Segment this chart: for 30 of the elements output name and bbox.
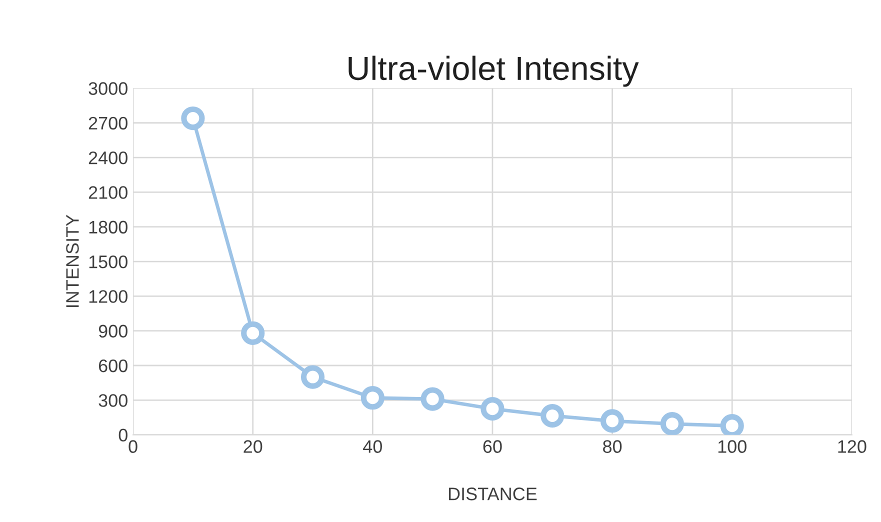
y-tick-label: 2400 [88,151,128,164]
x-tick-label: 80 [603,440,622,453]
point [480,397,504,421]
y-tick-label: 1500 [89,255,128,268]
point [360,386,384,410]
y-tick-label: 1800 [89,220,128,234]
y-tick-label: 300 [98,394,128,407]
x-tick-label: 40 [363,440,382,453]
point [181,106,205,130]
x-tick-label: 20 [244,440,262,453]
y-tick-label: 1200 [89,290,128,303]
x-axis-title: DISTANCE [448,488,537,500]
chart-title: Ultra-violet Intensity [348,56,639,87]
point [420,387,444,411]
y-tick-label: 0 [118,428,128,442]
y-axis-title: INTENSITY [66,214,79,308]
point [300,365,325,389]
y-tick-label: 2700 [88,116,128,130]
y-tick-label: 900 [98,324,128,338]
y-tick-label: 2100 [88,186,128,199]
y-tick-label: 3000 [88,82,128,95]
point [540,404,564,428]
x-tick-label: 100 [718,440,746,453]
point [241,321,265,345]
point [600,409,624,433]
x-tick-label: 120 [838,440,866,453]
y-tick-label: 600 [98,359,128,372]
x-tick-label: 0 [128,440,138,453]
point [660,412,684,435]
x-tick-label: 60 [483,440,502,453]
